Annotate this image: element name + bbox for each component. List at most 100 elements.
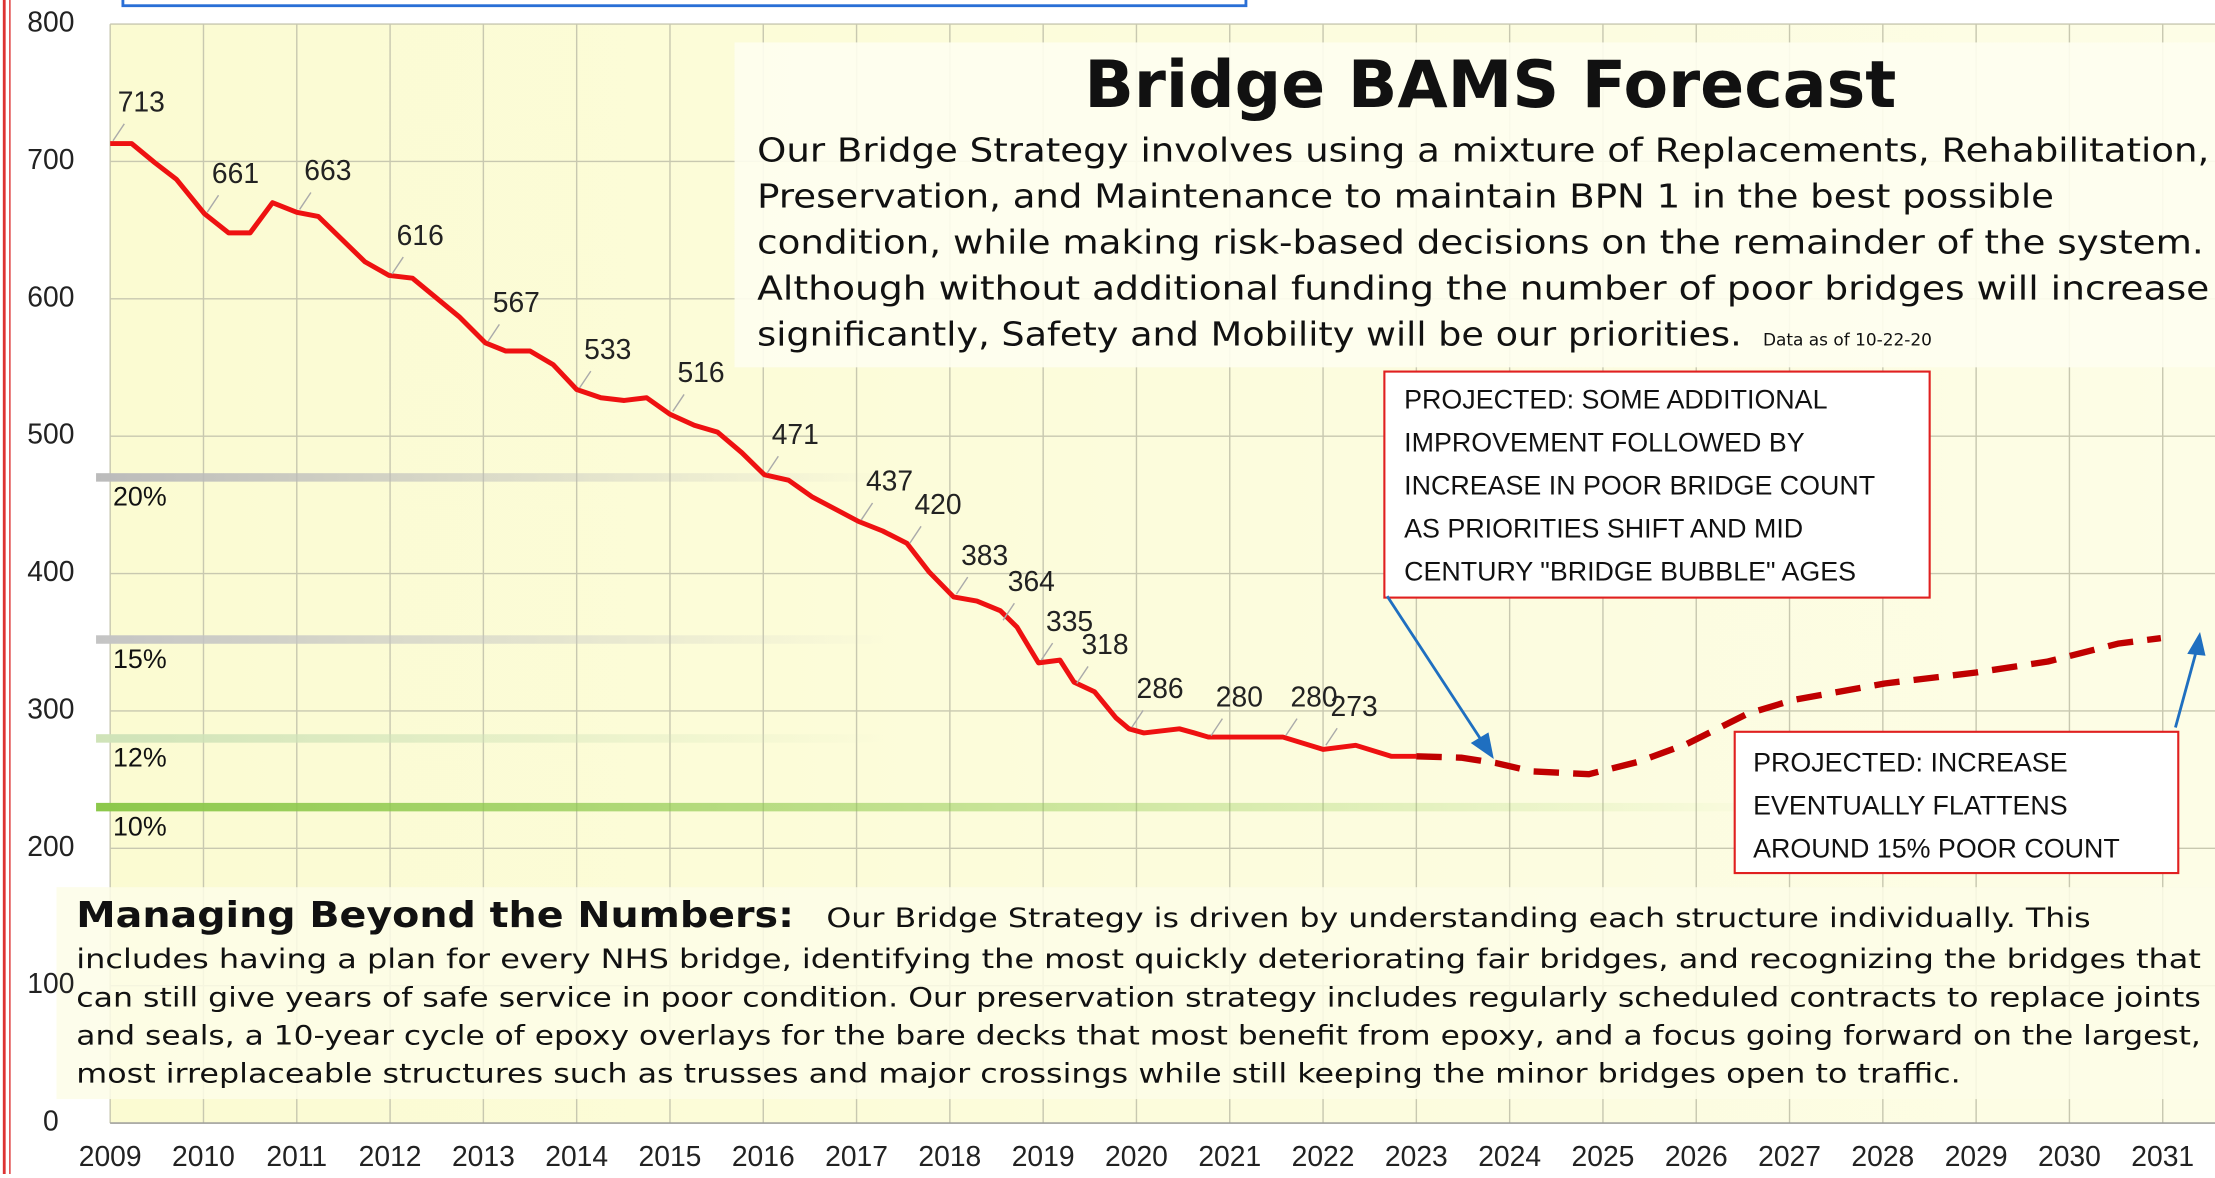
x-tick-label: 2023 xyxy=(1385,1140,1448,1172)
label-leader xyxy=(578,370,592,389)
x-tick-label: 2014 xyxy=(545,1140,608,1172)
description-line: Our Bridge Strategy involves using a mix… xyxy=(757,132,2209,170)
label-leader xyxy=(955,576,969,595)
x-tick-label: 2015 xyxy=(639,1140,702,1172)
x-tick-label: 2022 xyxy=(1292,1140,1355,1172)
label-leader xyxy=(909,525,922,544)
reference-label: 20% xyxy=(113,482,167,512)
annotations: PROJECTED: SOME ADDITIONAL IMPROVEMENT FO… xyxy=(1404,384,2120,863)
x-tick-label: 2031 xyxy=(2131,1140,2194,1172)
reference-label: 15% xyxy=(113,644,167,674)
footer-heading: Managing Beyond the Numbers: xyxy=(76,895,794,936)
x-tick-label: 2024 xyxy=(1478,1140,1541,1172)
x-tick-label: 2026 xyxy=(1665,1140,1728,1172)
x-tick-label: 2025 xyxy=(1572,1140,1635,1172)
reference-label: 12% xyxy=(113,743,167,773)
data-label: 437 xyxy=(866,465,913,497)
data-label: 533 xyxy=(584,333,631,365)
label-leader xyxy=(1002,602,1015,621)
data-label: 273 xyxy=(1331,690,1378,722)
data-label: 516 xyxy=(677,356,724,388)
x-tick-label: 2021 xyxy=(1198,1140,1261,1172)
line xyxy=(1416,634,2162,778)
label-leader xyxy=(206,194,220,213)
x-tick-label: 2030 xyxy=(2038,1140,2101,1172)
data-label: 318 xyxy=(1081,628,1128,660)
x-tick-label: 2020 xyxy=(1105,1140,1168,1172)
label-leader xyxy=(1131,710,1144,728)
frame xyxy=(121,0,1248,8)
footer-line: and seals, a 10-year cycle of epoxy over… xyxy=(76,1020,2201,1051)
line xyxy=(110,141,1417,759)
data-label: 661 xyxy=(212,157,259,189)
label-leader xyxy=(112,123,125,142)
reference-line xyxy=(96,635,888,644)
reference-label: 10% xyxy=(113,811,167,841)
annotation-line: INCREASE IN POOR BRIDGE COUNT xyxy=(1404,471,1875,501)
data-label: 364 xyxy=(1008,565,1055,597)
footer-line: Our Bridge Strategy is driven by underst… xyxy=(826,903,2090,934)
data-label: 280 xyxy=(1290,680,1337,712)
annotation-line: IMPROVEMENT FOLLOWED BY xyxy=(1404,427,1805,457)
label-leader xyxy=(860,502,874,521)
data-label: 420 xyxy=(914,488,961,520)
annotation-line: PROJECTED: INCREASE xyxy=(1753,747,2068,777)
x-tick-label: 2028 xyxy=(1851,1140,1914,1172)
annotation-line: AROUND 15% POOR COUNT xyxy=(1753,834,2120,864)
arrowhead xyxy=(2187,631,2206,656)
x-tick-label: 2010 xyxy=(172,1140,235,1172)
label-leader xyxy=(672,394,685,412)
label-leader xyxy=(1285,718,1298,737)
y-tick-label: 400 xyxy=(27,555,74,587)
y-tick-label: 300 xyxy=(27,692,74,724)
x-tick-label: 2027 xyxy=(1758,1140,1821,1172)
annotation-box xyxy=(1383,370,1931,599)
y-tick-label: 800 xyxy=(27,6,74,38)
footer-line: can still give years of safe service in … xyxy=(76,982,2201,1013)
title-panel xyxy=(734,42,2215,368)
x-tick-label: 2029 xyxy=(1945,1140,2008,1172)
footer-panel xyxy=(56,887,2215,1100)
marks: 20% 15% 12% 10% 713 661 663 616 567 533 516 471 4374… xyxy=(96,86,2162,841)
reference-line xyxy=(96,734,888,743)
x-tick-label: 2012 xyxy=(359,1140,422,1172)
label-leader xyxy=(1210,718,1224,737)
data-label: 286 xyxy=(1137,672,1184,704)
y-tick-label: 500 xyxy=(27,418,74,450)
label-leader xyxy=(1040,642,1054,661)
data-label: 616 xyxy=(397,219,444,251)
annotation-line: CENTURY "BRIDGE BUBBLE" AGES xyxy=(1404,557,1856,587)
footer-line: most irreplaceable structures such as tr… xyxy=(76,1059,1960,1090)
y-tick-label: 0 xyxy=(43,1105,59,1137)
x-tick-label: 2016 xyxy=(732,1140,795,1172)
x-tick-label: 2019 xyxy=(1012,1140,1075,1172)
data-label: 383 xyxy=(961,539,1008,571)
y-tick-label: 600 xyxy=(27,280,74,312)
x-tick-label: 2013 xyxy=(452,1140,515,1172)
annotation-line: PROJECTED: SOME ADDITIONAL xyxy=(1404,384,1827,414)
arrow xyxy=(1386,595,1485,744)
label-leader xyxy=(1076,666,1089,684)
arrows xyxy=(1386,595,2206,759)
label-leader xyxy=(1325,727,1338,746)
description-line: Preservation, and Maintenance to maintai… xyxy=(757,178,2054,216)
data-label: 280 xyxy=(1216,680,1263,712)
data-label: 471 xyxy=(772,418,819,450)
arrow xyxy=(2174,649,2198,728)
x-tick-label: 2009 xyxy=(79,1140,142,1172)
chart-title: Bridge BAMS Forecast xyxy=(1084,48,1896,123)
annotation-line: AS PRIORITIES SHIFT AND MID xyxy=(1404,514,1803,544)
x-tick-label: 2017 xyxy=(825,1140,888,1172)
description-line: significantly, Safety and Mobility will … xyxy=(757,315,1742,353)
footer: Managing Beyond the Numbers: Our Bridge S… xyxy=(76,895,2201,1090)
description: Our Bridge Strategy involves using a mix… xyxy=(757,132,2209,354)
data-label: 713 xyxy=(118,86,165,118)
reference-line xyxy=(96,802,1792,812)
label-leader xyxy=(299,192,312,210)
annotation-line: EVENTUALLY FLATTENS xyxy=(1753,790,2068,820)
x-tick-label: 2011 xyxy=(266,1140,327,1172)
data-note: Data as of 10-22-20 xyxy=(1763,329,1932,349)
x-tick-label: 2018 xyxy=(918,1140,981,1172)
y-tick-label: 200 xyxy=(27,830,74,862)
